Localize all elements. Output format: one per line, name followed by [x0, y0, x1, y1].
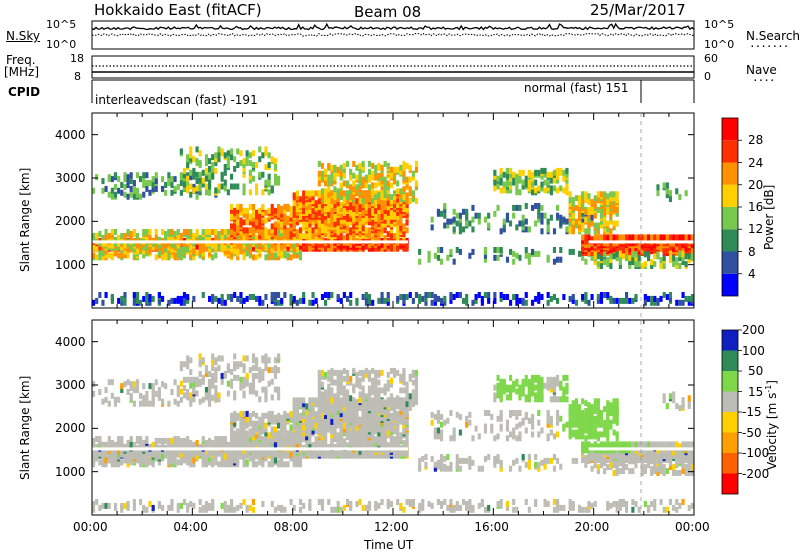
y-tick-label: 1000	[55, 464, 86, 479]
velocity-colorbar-tick-label: -200	[742, 466, 770, 481]
freq-tick-top: 18	[70, 52, 84, 65]
power-colorbar-swatch	[722, 273, 738, 296]
n-sky-tick-bottom: 10^0	[46, 38, 77, 51]
power-colorbar-swatch	[722, 251, 738, 274]
cpid-panel	[91, 79, 695, 103]
velocity-y-axis-label: Slant Range [km]	[18, 375, 32, 480]
power-colorbar-tick-label: 28	[748, 133, 764, 148]
freq-unit-label: [MHz]	[4, 65, 40, 79]
x-tick-label: 20:00	[574, 520, 610, 534]
y-tick-label: 4000	[55, 334, 86, 349]
nave-key: ····	[752, 74, 775, 87]
nave-tick-top: 60	[704, 52, 718, 65]
n-search-tick-top: 10^5	[704, 18, 735, 31]
velocity-colorbar-swatch	[722, 371, 738, 392]
velocity-y-ticks	[92, 341, 694, 473]
x-tick-label: 00:00	[73, 520, 108, 534]
cpid-segment-normal: normal (fast) 151	[524, 81, 629, 95]
velocity-colorbar-swatch	[722, 391, 738, 412]
velocity-colorbar-tick-label: 15	[748, 384, 764, 399]
n-search-tick-bottom: 10^0	[704, 38, 735, 51]
n-search-label: N.Search	[746, 29, 800, 43]
nave-label: Nave	[746, 63, 777, 77]
velocity-colorbar-tick-label: -100	[742, 446, 770, 460]
y-tick-label: 2000	[55, 421, 86, 436]
velocity-colorbar	[721, 329, 742, 495]
power-x-ticks	[91, 113, 695, 308]
y-tick-label: 1000	[55, 257, 86, 272]
power-colorbar-swatch	[722, 207, 738, 230]
power-y-ticks	[92, 134, 694, 266]
n-sky-label: N.Sky	[6, 29, 41, 43]
n-search-trace	[91, 32, 695, 37]
velocity-colorbar-tick-label: 200	[742, 323, 765, 337]
date-title: 25/Mar/2017	[590, 1, 686, 19]
freq-tick-bottom: 8	[74, 70, 81, 83]
power-colorbar	[721, 117, 742, 297]
status-panel	[91, 20, 695, 50]
power-colorbar-swatch	[722, 162, 738, 185]
velocity-colorbar-swatch	[722, 412, 738, 433]
velocity-x-ticks	[91, 320, 695, 515]
velocity-colorbar-tick-label: -15	[742, 405, 762, 419]
velocity-cells	[92, 353, 695, 513]
y-tick-label: 4000	[55, 127, 86, 142]
power-colorbar-swatch	[722, 140, 738, 163]
velocity-colorbar-swatch	[722, 330, 738, 351]
velocity-colorbar-swatch	[722, 432, 738, 453]
n-sky-trace	[91, 22, 695, 31]
velocity-colorbar-swatch	[722, 350, 738, 371]
velocity-colorbar-tick-label: 100	[742, 343, 765, 358]
x-axis-label: Time UT	[364, 538, 414, 552]
cpid-segment-interleaved: interleavedscan (fast) -191	[95, 93, 258, 107]
power-colorbar-tick-label: 16	[748, 200, 764, 214]
x-tick-label: 04:00	[173, 520, 208, 534]
velocity-colorbar-tick-label: -50	[742, 425, 762, 440]
x-tick-label: 00:00	[675, 520, 710, 534]
power-colorbar-tick-label: 12	[748, 222, 764, 237]
power-colorbar-swatch	[722, 118, 738, 141]
power-colorbar-label: Power [dB]	[762, 184, 776, 250]
n-search-key: ·······	[749, 40, 789, 53]
n-sky-tick-top: 10^5	[46, 18, 77, 31]
velocity-panel	[91, 319, 695, 516]
x-tick-label: 12:00	[374, 520, 409, 534]
nave-tick-bottom: 0	[704, 70, 711, 83]
x-tick-label: 08:00	[273, 520, 309, 534]
radar-title: Hokkaido East (fitACF)	[94, 1, 262, 19]
y-tick-label: 2000	[55, 214, 86, 229]
power-colorbar-swatch	[722, 229, 738, 252]
power-colorbar-tick-label: 8	[748, 244, 756, 259]
velocity-colorbar-swatch	[722, 453, 738, 474]
y-tick-label: 3000	[55, 171, 86, 185]
power-colorbar-tick-label: 4	[748, 266, 756, 281]
power-cells	[92, 146, 695, 306]
freq-panel	[91, 55, 695, 79]
freq-label: Freq.	[6, 53, 36, 67]
velocity-colorbar-tick-label: 50	[748, 364, 764, 378]
power-colorbar-tick-label: 20	[748, 177, 764, 192]
beam-title: Beam 08	[354, 3, 422, 21]
status-traces	[91, 22, 695, 37]
power-colorbar-tick-label: 24	[748, 155, 764, 170]
cpid-label: CPID	[8, 85, 41, 99]
power-panel	[91, 112, 695, 309]
power-colorbar-swatch	[722, 184, 738, 207]
power-y-axis-label: Slant Range [km]	[18, 167, 32, 272]
x-tick-label: 16:00	[474, 520, 509, 534]
y-tick-label: 3000	[55, 378, 86, 392]
velocity-colorbar-swatch	[722, 473, 738, 494]
